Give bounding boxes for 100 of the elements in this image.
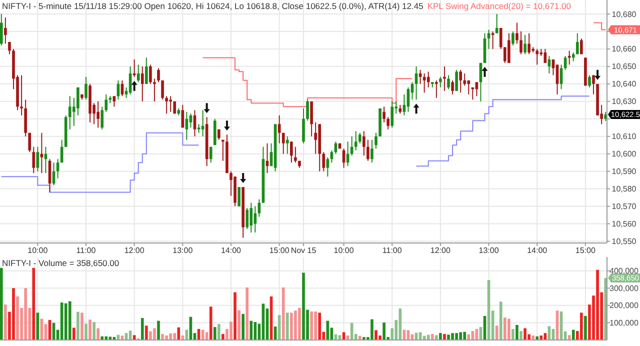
y-tick-label: 10,600 — [612, 150, 637, 159]
bar — [222, 334, 224, 340]
candlestick — [169, 96, 172, 112]
candlestick — [286, 136, 289, 154]
candlestick — [358, 132, 362, 144]
candlestick — [96, 100, 100, 128]
y-tick-label: 300,000 — [610, 284, 640, 293]
candlestick — [362, 130, 366, 156]
candlestick — [499, 27, 502, 50]
candlestick — [370, 139, 374, 164]
bar — [230, 322, 232, 340]
bar — [96, 328, 100, 340]
candlestick — [84, 76, 88, 100]
candlestick — [314, 122, 317, 154]
candlestick — [326, 156, 330, 178]
candlestick — [390, 100, 394, 128]
bar — [426, 334, 430, 340]
candlestick — [56, 158, 60, 179]
candlestick — [104, 94, 108, 112]
x-tick-label: 10:00 — [334, 246, 354, 255]
candlestick — [459, 69, 462, 94]
x-tick-label: 14:00 — [527, 246, 548, 255]
bar — [290, 312, 293, 340]
bar — [302, 272, 305, 340]
candlestick — [157, 68, 160, 83]
bar — [4, 304, 7, 340]
candlestick — [0, 13, 3, 46]
x-tick-label: 12:00 — [124, 246, 145, 255]
bar — [439, 333, 442, 340]
candlestick — [209, 146, 212, 164]
candlestick — [32, 146, 36, 174]
chart-title: NIFTY-I - Volume = 358,650.00 — [2, 258, 120, 268]
candlestick — [222, 139, 224, 162]
x-tick-label: 15:00 — [575, 246, 596, 255]
bar — [88, 320, 92, 340]
bar — [451, 333, 454, 340]
candlestick — [278, 114, 281, 144]
candlestick — [508, 32, 510, 64]
bar — [572, 330, 575, 340]
y-tick-label: 10,660 — [612, 44, 637, 54]
bar — [92, 322, 96, 340]
y-tick-label: 10,570 — [612, 202, 637, 212]
bar — [213, 327, 216, 340]
candlestick — [374, 132, 378, 150]
candlestick — [524, 34, 526, 55]
x-tick-label: 12:00 — [430, 246, 451, 255]
bar — [382, 322, 386, 340]
y-tick-label: 10,630 — [612, 97, 637, 106]
candlestick — [201, 110, 204, 137]
candlestick — [520, 30, 522, 55]
bar — [145, 326, 148, 340]
bar — [16, 296, 19, 340]
bar — [499, 302, 502, 340]
candlestick — [145, 57, 148, 84]
bar — [32, 268, 36, 340]
y-tick-label: 10,560 — [612, 220, 637, 229]
candlestick — [576, 32, 579, 55]
candlestick — [536, 48, 539, 66]
candlestick — [8, 41, 11, 55]
bar — [503, 318, 506, 340]
bar — [524, 328, 526, 340]
candlestick — [161, 80, 164, 100]
candlestick — [435, 80, 438, 98]
candlestick — [100, 106, 104, 130]
bar — [173, 333, 176, 340]
bar — [520, 331, 522, 340]
y-tick-label: 10,550 — [612, 237, 637, 246]
bar — [68, 301, 72, 340]
bar — [153, 328, 156, 340]
bar — [165, 336, 168, 340]
candlestick — [290, 141, 293, 164]
candlestick — [294, 146, 297, 164]
bar — [76, 312, 80, 340]
bar — [443, 334, 446, 340]
candlestick — [439, 76, 442, 88]
bar — [209, 306, 212, 340]
bar — [80, 312, 84, 340]
bar — [149, 331, 152, 340]
candlestick — [604, 111, 607, 122]
candlestick — [140, 66, 144, 102]
bar — [584, 316, 587, 340]
bar — [467, 334, 470, 340]
bar — [512, 328, 514, 340]
bar — [370, 319, 374, 340]
candlestick — [306, 99, 309, 122]
candlestick — [68, 96, 72, 130]
candlestick — [382, 106, 386, 123]
bar — [242, 314, 244, 340]
candlestick — [588, 74, 591, 88]
bar — [596, 270, 599, 340]
candlestick — [136, 64, 140, 83]
candlestick — [487, 29, 490, 50]
candlestick — [386, 116, 390, 130]
x-tick-label: 15:00 — [269, 246, 290, 255]
bar — [234, 292, 236, 340]
candlestick — [512, 30, 514, 46]
candlestick — [422, 72, 426, 94]
bar — [157, 320, 160, 340]
candlestick — [246, 208, 249, 230]
candlestick — [443, 66, 446, 92]
